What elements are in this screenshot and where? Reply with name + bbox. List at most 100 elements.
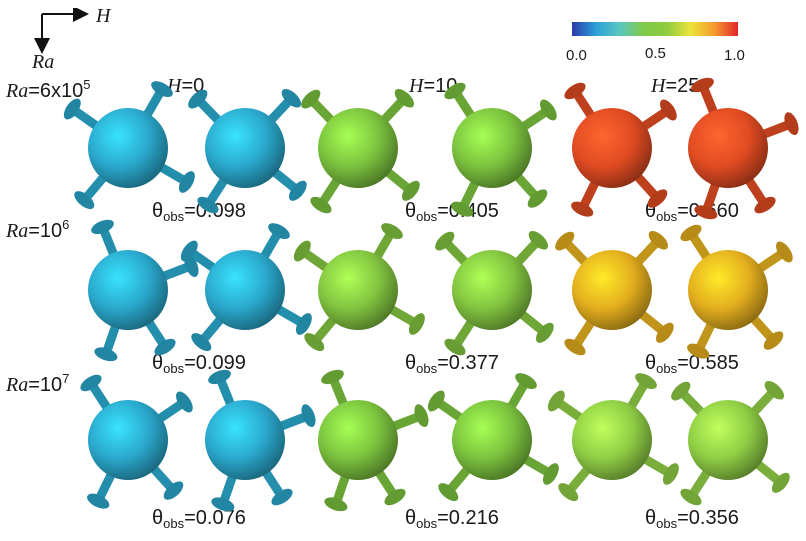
plume-cap [660, 99, 677, 121]
core-sphere [572, 400, 652, 480]
plume-cap [680, 488, 702, 506]
plume-cap [680, 224, 702, 242]
colorbar [572, 22, 738, 36]
theta-label-r2-c3: θobs=0.585 [645, 352, 739, 376]
isosurface-r3-c2-1 [318, 369, 429, 512]
plume-cap [540, 99, 557, 121]
core-sphere [318, 108, 398, 188]
plume-cap [547, 390, 565, 412]
plume-cap [754, 196, 776, 214]
plume-cap [435, 231, 455, 251]
isosurface-r2-c2-1 [293, 223, 425, 352]
plume-cap [281, 88, 302, 108]
plume-cap [687, 343, 710, 359]
plume-cap [528, 230, 549, 250]
plume-cap [301, 89, 321, 109]
plume-cap [176, 391, 193, 413]
plume-cap [438, 483, 459, 502]
plume-cap [635, 373, 657, 390]
core-sphere [688, 250, 768, 330]
core-sphere [452, 108, 532, 188]
isosurface-r2-c2-2 [435, 230, 554, 356]
theta-label-r2-c2: θobs=0.377 [405, 352, 499, 376]
core-sphere [88, 108, 168, 188]
core-sphere [205, 250, 285, 330]
plume-cap [301, 404, 316, 428]
plume-cap [776, 241, 793, 263]
plume-cap [321, 369, 344, 385]
plume-cap [647, 189, 668, 208]
plume-cap [535, 322, 554, 343]
plume-cap [271, 488, 293, 506]
plume-cap [178, 171, 195, 193]
plume-cap [414, 404, 429, 428]
isosurface-r1-c3-2 [688, 77, 799, 220]
core-sphere [688, 400, 768, 480]
plume-cap [401, 180, 420, 201]
plume-cap [691, 77, 714, 93]
isosurface-r3-c1-2 [205, 369, 316, 512]
plume-cap [74, 191, 95, 210]
theta-label-r3-c2: θobs=0.216 [405, 507, 499, 531]
plume-cap [197, 196, 219, 214]
plume-cap [310, 196, 332, 214]
plume-cap [91, 219, 114, 235]
isosurface-r1-c2-1 [301, 88, 420, 214]
axis-label-ra: Ra [32, 51, 55, 73]
core-sphere [688, 108, 768, 188]
row-label-ra-1e6: Ra=106 [6, 217, 70, 242]
plume-cap [564, 82, 586, 100]
plume-cap [764, 380, 785, 400]
plume-cap [324, 497, 348, 512]
isosurface-r1-c2-2 [444, 82, 557, 217]
plume-cap [394, 88, 415, 108]
plume-cap [558, 483, 579, 502]
plume-cap [384, 488, 406, 506]
plume-cap [288, 180, 307, 201]
plume-cap [381, 223, 403, 240]
plume-cap [555, 231, 575, 251]
isosurface-r3-c3-1 [547, 373, 679, 502]
plume-cap [571, 201, 594, 217]
axis-arrows [34, 8, 89, 54]
plume-cap [211, 497, 235, 512]
isosurface-r1-c1-2 [188, 88, 307, 214]
plume-cap [304, 333, 325, 352]
plume-cap [154, 338, 176, 356]
core-sphere [572, 108, 652, 188]
plume-cap [784, 112, 799, 136]
plume-cap [451, 201, 474, 217]
theta-label-r3-c3: θobs=0.356 [645, 507, 739, 531]
colorbar-tick-1: 0.5 [645, 45, 666, 62]
plume-cap [408, 313, 425, 335]
isosurface-r1-c3-1 [564, 82, 677, 217]
core-sphere [318, 400, 398, 480]
colorbar-tick-0: 0.0 [566, 47, 587, 64]
plume-cap [293, 240, 311, 262]
plume-cap [763, 331, 784, 350]
plume-cap [771, 472, 790, 493]
isosurface-r2-c3-1 [555, 230, 674, 356]
plume-cap [180, 240, 198, 262]
plume-cap [151, 81, 173, 98]
plume-cap [444, 82, 466, 100]
plume-cap [564, 338, 586, 356]
plume-cap [63, 98, 81, 120]
isosurface-r2-c1-1 [88, 219, 199, 362]
theta-label-r2-c1: θobs=0.099 [152, 352, 246, 376]
isosurface-r3-c3-2 [671, 380, 790, 506]
core-sphere [452, 250, 532, 330]
isosurface-r3-c2-2 [427, 373, 559, 502]
isosurface-r2-c1-2 [180, 223, 312, 352]
theta-label-r3-c1: θobs=0.076 [152, 507, 246, 531]
colorbar-tick-2: 1.0 [724, 47, 745, 64]
plume-cap [662, 463, 679, 485]
plume-cap [191, 333, 212, 352]
isosurface-r1-c1-1 [63, 81, 195, 210]
core-sphere [205, 400, 285, 480]
isosurface-r2-c3-2 [680, 224, 793, 359]
plume-cap [87, 493, 110, 509]
plume-cap [268, 223, 290, 240]
plume-cap [527, 189, 548, 208]
